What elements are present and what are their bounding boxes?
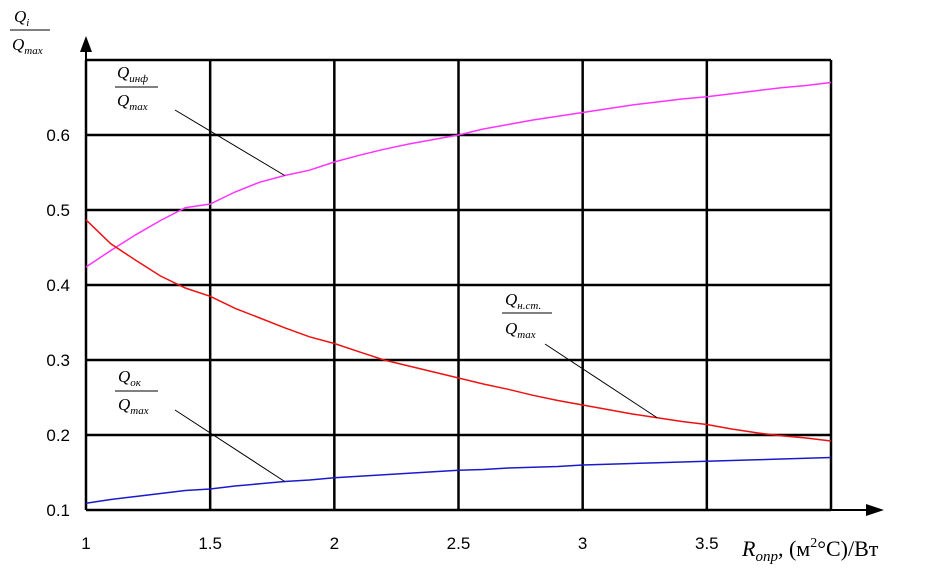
svg-text:Qmax: Qmax — [118, 395, 149, 417]
label-nst-den-sub: max — [517, 329, 535, 341]
svg-text:Qок: Qок — [118, 367, 142, 389]
svg-text:Qmax: Qmax — [12, 35, 43, 57]
y-label-den-sub: max — [24, 45, 42, 57]
x-tick-label: 3 — [578, 534, 587, 553]
y-label-num-sub: i — [26, 17, 29, 29]
label-nst-num-sub: н.ст. — [517, 300, 541, 312]
label-inf-num-sub: инф — [129, 73, 148, 85]
leader-inf — [174, 109, 285, 176]
y-label-num: Q — [14, 7, 26, 26]
label-ok-den: Q — [118, 395, 130, 414]
label-leaders — [174, 109, 658, 482]
tick-labels: 1 1.5 2 2.5 3 3.5 0.1 0.2 0.3 0.4 0.5 0.6 — [46, 126, 718, 553]
label-nst: Qн.ст. Qmax — [502, 290, 552, 341]
x-tick-label: 1 — [81, 534, 90, 553]
label-ok: Qок Qmax — [115, 367, 158, 417]
svg-text:Qинф: Qинф — [117, 63, 148, 85]
svg-text:Qн.ст.: Qн.ст. — [505, 290, 541, 312]
label-ok-num: Q — [118, 367, 130, 386]
y-axis-label: Qi Qmax — [10, 7, 50, 57]
axes — [80, 36, 884, 516]
series-lines — [85, 81, 832, 505]
series-line-inf — [85, 81, 832, 268]
x-tick-label: 1.5 — [198, 534, 222, 553]
leader-nst — [544, 343, 658, 419]
x-tick-label: 2 — [330, 534, 339, 553]
label-inf: Qинф Qmax — [115, 63, 158, 113]
y-label-den: Q — [12, 35, 24, 54]
label-inf-den: Q — [117, 91, 129, 110]
label-ok-den-sub: max — [130, 405, 148, 417]
y-tick-label: 0.1 — [46, 501, 70, 520]
y-tick-label: 0.3 — [46, 351, 70, 370]
label-nst-den: Q — [505, 319, 517, 338]
label-ok-num-sub: ок — [130, 377, 142, 389]
series-line-nst — [85, 219, 832, 442]
y-tick-label: 0.4 — [46, 276, 70, 295]
y-tick-label: 0.5 — [46, 201, 70, 220]
svg-text:Qi: Qi — [14, 7, 29, 29]
svg-text:Qmax: Qmax — [505, 319, 536, 341]
y-tick-label: 0.6 — [46, 126, 70, 145]
grid — [84, 58, 833, 512]
series-line-ok — [85, 456, 832, 505]
x-tick-label: 2.5 — [447, 534, 471, 553]
label-inf-num: Q — [117, 63, 129, 82]
x-axis-label: Rопр, (м2°С)/Вт — [741, 536, 879, 565]
leader-ok — [174, 409, 285, 482]
y-axis-arrow — [80, 36, 92, 52]
label-nst-num: Q — [505, 290, 517, 309]
x-tick-label: 3.5 — [695, 534, 719, 553]
svg-text:Qmax: Qmax — [117, 91, 148, 113]
label-inf-den-sub: max — [129, 101, 147, 113]
y-tick-label: 0.2 — [46, 426, 70, 445]
x-axis-arrow — [866, 504, 884, 516]
